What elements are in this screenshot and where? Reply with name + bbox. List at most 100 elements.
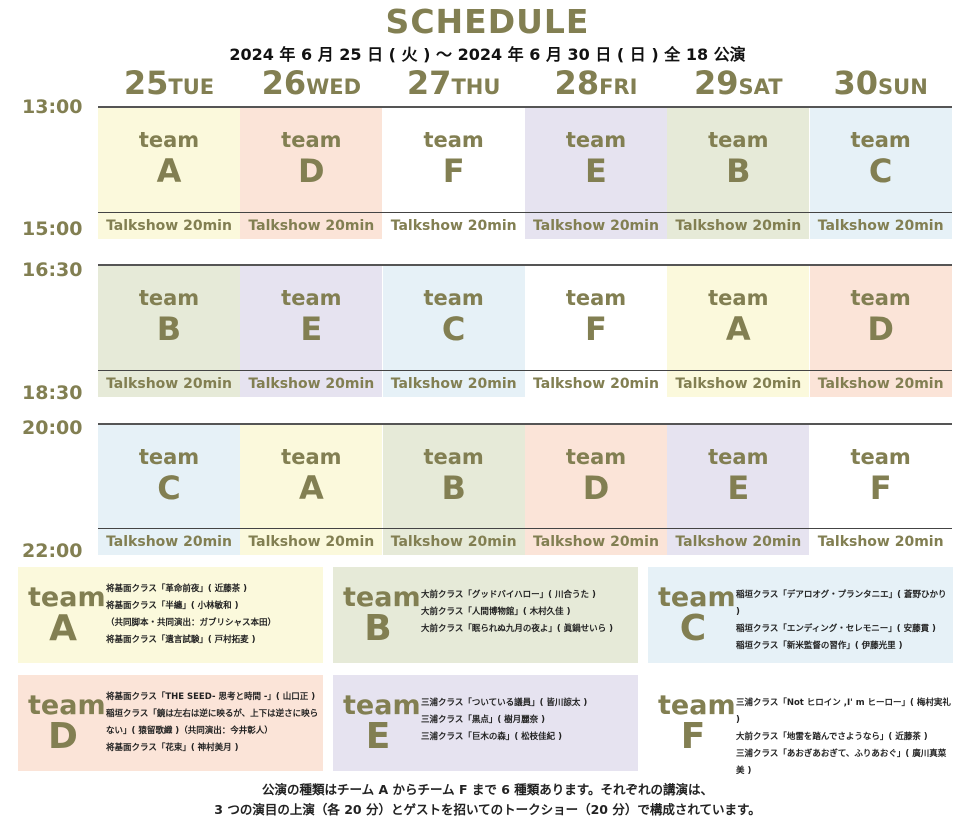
team-name: team D xyxy=(28,690,106,757)
team-letter: B xyxy=(726,152,751,190)
talkshow-divider xyxy=(98,528,952,529)
time-label: 13:00 xyxy=(22,96,83,118)
performance-item: 将基面クラス「花束」( 神村美月 ) xyxy=(106,743,239,753)
performance-slot: team D xyxy=(240,108,383,212)
performance-item: 大前クラス「地雷を踏んでさようなら」( 近藤茶 ) xyxy=(736,732,928,742)
team-word: team xyxy=(658,582,736,613)
team-letter: F xyxy=(680,716,706,757)
performance-list: 将基面クラス「革命前夜」( 近藤茶 ) 将基面クラス「半纏」( 小林敏和 ) （共同… xyxy=(106,581,321,649)
time-label: 20:00 xyxy=(22,417,83,439)
row-top-line xyxy=(98,106,952,108)
performance-item: 三浦クラス「ついている議員」( 皆川諒太 ) xyxy=(421,698,588,708)
team-word: team xyxy=(423,445,484,469)
team-letter: F xyxy=(869,469,892,507)
team-letter: E xyxy=(300,310,323,348)
team-letter: C xyxy=(679,608,707,649)
performance-slot: team C xyxy=(382,266,525,370)
performance-item: 大前クラス「人間博物館」( 木村久佳 ) xyxy=(421,607,571,617)
performance-item: 大前クラス「グッドバイハロー」( 川合うた ) xyxy=(421,590,596,600)
performance-item: 稲垣クラス「デアロオグ・プランタニエ」( 蒼野ひかり ) xyxy=(736,590,947,617)
performance-slot: team D xyxy=(524,425,667,528)
footer-note: 公演の種類はチーム A からチーム F まで 6 種類あります。それぞれの講演は… xyxy=(261,782,714,797)
day-number: 26 xyxy=(261,64,307,102)
team-word: team xyxy=(708,445,769,469)
performance-list: 三浦クラス「ついている議員」( 皆川諒太 ) 三浦クラス「黒点」( 樹月麗奈 ) 三… xyxy=(421,695,636,746)
team-word: team xyxy=(658,690,736,721)
team-word: team xyxy=(565,286,627,310)
team-word: team xyxy=(281,128,342,152)
day-weekday: THU xyxy=(451,75,501,99)
performance-slot: team B xyxy=(667,108,810,212)
team-word: team xyxy=(138,128,200,152)
talkshow-label: Talkshow 20min xyxy=(667,371,810,397)
talkshow-label: Talkshow 20min xyxy=(524,213,667,239)
performance-item: 三浦クラス「巨木の森」( 松枝佳紀 ) xyxy=(421,732,563,742)
team-word: team xyxy=(708,286,769,310)
page-title: SCHEDULE xyxy=(385,2,590,41)
team-legend-d: team D 将基面クラス「THE SEED- 思考と時間 -」( 山口正 ) 稲垣ク… xyxy=(18,675,323,771)
talkshow-label: Talkshow 20min xyxy=(98,529,240,555)
talkshow-label: Talkshow 20min xyxy=(524,529,667,555)
team-word: team xyxy=(343,582,421,613)
team-letter: D xyxy=(582,469,610,507)
time-label: 16:30 xyxy=(22,259,83,281)
talkshow-label: Talkshow 20min xyxy=(98,213,240,239)
talkshow-label: Talkshow 20min xyxy=(382,371,525,397)
team-legend-a: team A 将基面クラス「革命前夜」( 近藤茶 ) 将基面クラス「半纏」( 小林敏和… xyxy=(18,567,323,663)
row-top-line xyxy=(98,423,952,425)
time-label: 22:00 xyxy=(22,540,83,562)
performance-slot: team A xyxy=(240,425,383,528)
performance-item: 将基面クラス「遺言試験」( 戸村拓麦 ) xyxy=(106,635,256,645)
day-header: 29SAT xyxy=(667,64,809,102)
team-letter: A xyxy=(156,152,182,190)
performance-list: 三浦クラス「Not ヒロイン ,I' m ヒーロー」( 梅村実礼 ) 大前クラス「… xyxy=(736,695,951,780)
day-number: 30 xyxy=(833,64,879,102)
performance-item: 三浦クラス「黒点」( 樹月麗奈 ) xyxy=(421,715,546,725)
performance-slot: team F xyxy=(382,108,525,212)
day-number: 27 xyxy=(406,64,452,102)
performance-list: 稲垣クラス「デアロオグ・プランタニエ」( 蒼野ひかり ) 稲垣クラス「エンディング… xyxy=(736,587,951,655)
performance-slot: team E xyxy=(240,266,383,370)
performance-slot: team E xyxy=(667,425,810,528)
performance-item: 三浦クラス「Not ヒロイン ,I' m ヒーロー」( 梅村実礼 ) xyxy=(736,698,951,725)
team-word: team xyxy=(343,690,421,721)
team-word: team xyxy=(565,445,627,469)
team-letter: C xyxy=(868,152,893,190)
team-word: team xyxy=(138,286,200,310)
performance-slot: team E xyxy=(524,108,667,212)
team-letter: A xyxy=(49,608,77,649)
day-weekday: SUN xyxy=(878,75,928,99)
team-name: team E xyxy=(343,690,421,755)
team-letter: B xyxy=(364,608,392,649)
talkshow-label: Talkshow 20min xyxy=(240,529,383,555)
team-letter: D xyxy=(48,716,78,757)
performance-slot: team C xyxy=(98,425,240,528)
team-word: team xyxy=(850,128,911,152)
day-header: 28FRI xyxy=(525,64,667,102)
talkshow-label: Talkshow 20min xyxy=(382,213,525,239)
performance-item: 稲垣クラス「鏡は左右は逆に映るが、上下は逆さに映らない」( 猿留歌織 )（共同演… xyxy=(106,709,319,736)
performance-slot: team B xyxy=(382,425,525,528)
talkshow-label: Talkshow 20min xyxy=(240,213,383,239)
team-legend-e: team E 三浦クラス「ついている議員」( 皆川諒太 ) 三浦クラス「黒点」( 樹月… xyxy=(333,675,638,771)
performance-item: 三浦クラス「あおぎあおぎて、ふりあおぐ」( 廣川真菜美 ) xyxy=(736,749,947,776)
talkshow-label: Talkshow 20min xyxy=(667,213,810,239)
team-name: team F xyxy=(658,690,736,757)
day-number: 28 xyxy=(554,64,600,102)
performance-slot: team D xyxy=(809,266,952,370)
team-word: team xyxy=(28,582,106,613)
performance-item: 将基面クラス「革命前夜」( 近藤茶 ) xyxy=(106,584,248,594)
day-header: 25TUE xyxy=(98,64,240,102)
performance-item: 将基面クラス「THE SEED- 思考と時間 -」( 山口正 ) xyxy=(106,692,316,702)
day-number: 29 xyxy=(694,64,739,102)
team-letter: A xyxy=(725,310,751,348)
team-word: team xyxy=(423,286,484,310)
performance-list: 大前クラス「グッドバイハロー」( 川合うた ) 大前クラス「人間博物館」( 木村久… xyxy=(421,587,636,638)
team-word: team xyxy=(28,690,106,721)
performance-item: 大前クラス「眠られぬ九月の夜よ」( 眞鍋せいら ) xyxy=(421,624,614,634)
team-letter: F xyxy=(442,152,465,190)
team-name: team A xyxy=(28,582,106,649)
date-range: 2024 年 6 月 25 日 ( 火 ) 〜 2024 年 6 月 30 日 … xyxy=(229,45,746,64)
talkshow-label: Talkshow 20min xyxy=(382,529,525,555)
performance-item: 将基面クラス「半纏」( 小林敏和 ) xyxy=(106,601,239,611)
